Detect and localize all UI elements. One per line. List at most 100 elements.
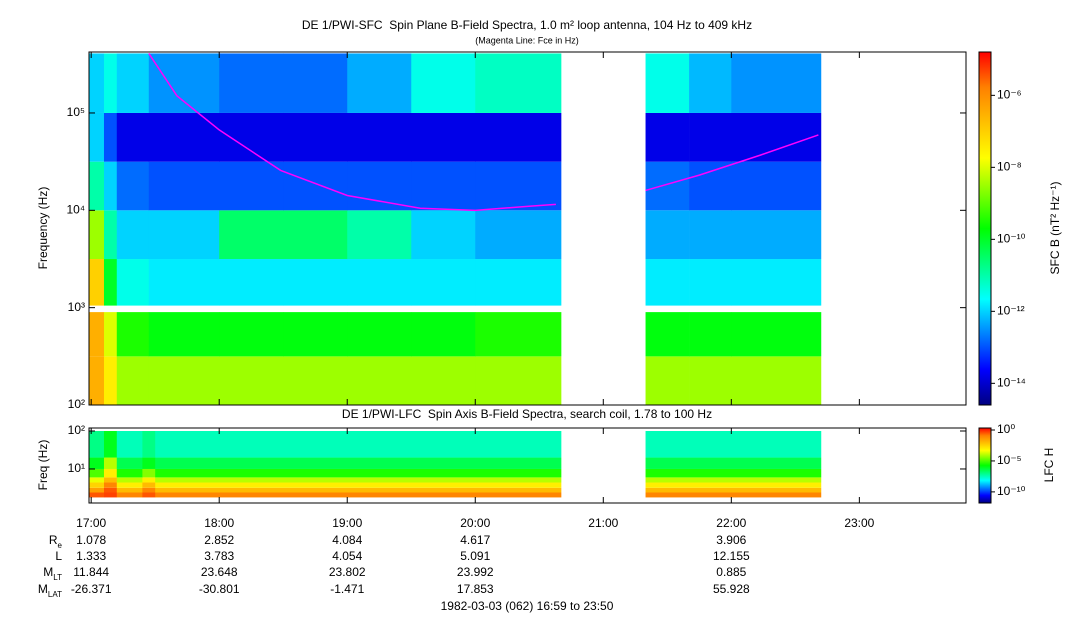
colorbar [978,51,992,406]
spectrogram-cell [142,468,156,478]
spectrogram-cell [89,312,105,357]
spectrogram-cell [347,161,412,211]
ephemeris-value: 12.155 [713,549,750,563]
spectrogram-cell [142,492,156,498]
y-tick-label: 10³ [68,300,85,314]
spectrogram-cell [219,356,284,405]
spectrogram-cell [283,161,348,211]
y-tick-label: 10⁴ [66,202,85,216]
spectrogram-cell [689,312,732,357]
spectrogram-cell [645,482,822,488]
spectrogram-cell [689,356,732,405]
spectrogram-cell [347,356,412,405]
spectrogram-cell [689,259,732,306]
spectrogram-cell [283,112,348,162]
spectrogram-cell [148,259,220,306]
spectrogram-cell [142,482,156,488]
fce-line [148,53,556,212]
y-tick-label: 10² [68,397,85,411]
spectrogram-cell [89,468,105,478]
spectrogram-cell [347,259,412,306]
ephemeris-value: -30.801 [199,582,240,596]
ephemeris-label: MLT [43,565,62,581]
spectrogram-cell [103,482,118,488]
spectrogram-cell [103,210,118,260]
x-tick-label: 21:00 [588,516,618,530]
spectrogram-cell [411,112,476,162]
ephemeris-label-sub: LAT [48,590,62,599]
spectrogram-cell [89,259,105,306]
spectrogram-cell [155,457,562,469]
x-tick-label: 20:00 [460,516,490,530]
spectrogram-cell [155,477,562,483]
spectrogram-cell [689,112,732,162]
spectrogram-cell [103,161,118,211]
spectrogram-cell [155,468,562,478]
spectrogram-cell [283,259,348,306]
spectrogram-cell [103,457,118,469]
spectrogram-cell [411,210,476,260]
spectrogram-cell [103,259,118,306]
ephemeris-value: 4.054 [332,549,362,563]
spectrogram-cell [689,210,732,260]
spectrogram-cell [116,112,150,162]
fce-line [645,134,819,192]
spectrogram-cell [155,431,562,458]
spectrogram-cell [89,356,105,405]
ephemeris-value: 4.084 [332,533,362,547]
ephemeris-label-sub: e [58,541,63,550]
plot-frame [88,51,967,406]
spectrogram-cell [645,53,690,113]
ephemeris-value: 4.617 [460,533,490,547]
colorbar-tick-label: 10⁻⁶ [997,88,1022,102]
spectrogram-cell [148,356,220,405]
spectrogram-cell [148,312,220,357]
spectrogram-cell [645,492,822,498]
x-tick-label: 23:00 [844,516,874,530]
spectrogram-cell [731,356,822,405]
spectrogram-cell [347,210,412,260]
spectrogram-cell [103,356,118,405]
spectrogram-cell [155,492,562,498]
spectrogram-cell [116,487,143,493]
spectrogram-cell [116,468,143,478]
x-tick-label: 17:00 [76,516,106,530]
spectrogram-cell [411,53,476,113]
spectrogram-cell [89,112,105,162]
spectrogram-cell [103,477,118,483]
ephemeris-value: 1.333 [76,549,106,563]
chart-title: DE 1/PWI-SFC Spin Plane B-Field Spectra,… [302,18,752,32]
spectrogram-cell [219,259,284,306]
ephemeris-value: 2.852 [204,533,234,547]
spectrogram-cell [116,312,150,357]
y-tick-label: 10¹ [68,461,85,475]
spectrogram-cell [219,312,284,357]
spectrogram-cell [689,161,732,211]
spectrogram-cell [89,477,105,483]
spectrogram-cell [116,492,143,498]
ephemeris-value: 23.648 [201,565,238,579]
spectrogram-cell [219,161,284,211]
y-tick-label: 10⁵ [67,105,85,119]
ephemeris-value: 3.783 [204,549,234,563]
spectrogram-cell [645,457,822,469]
spectrogram-cell [148,53,220,113]
colorbar-tick-label: 10⁰ [997,422,1015,436]
spectrogram-cell [155,487,562,493]
colorbar-tick-label: 10⁻¹⁴ [997,375,1026,389]
colorbar-tick-label: 10⁻¹² [997,304,1025,318]
spectrogram-cell [645,210,690,260]
colorbar [978,427,992,504]
x-tick-label: 18:00 [204,516,234,530]
footer: 1982-03-03 (062) 16:59 to 23:50 [441,599,614,613]
spectrogram-cell [116,431,143,458]
spectrogram-cell [283,312,348,357]
chart-title: DE 1/PWI-LFC Spin Axis B-Field Spectra, … [342,407,712,421]
spectrogram-cell [89,492,105,498]
ephemeris-value: 23.992 [457,565,494,579]
spectrogram-cell [103,492,118,498]
spectrogram-cell [103,468,118,478]
ephemeris-label-main: M [38,582,48,596]
spectrogram-cell [283,210,348,260]
ephemeris-value: -26.371 [71,582,112,596]
